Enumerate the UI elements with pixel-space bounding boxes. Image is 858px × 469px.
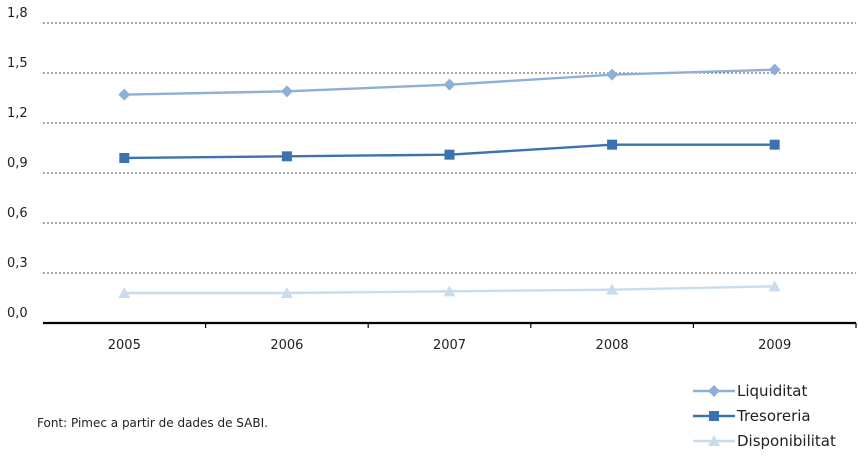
- legend-label: Tresoreria: [737, 407, 811, 425]
- data-point-liquiditat: [443, 78, 456, 91]
- y-tick-label: 0,9: [7, 156, 28, 171]
- grid-lines: [43, 22, 856, 274]
- series-lines: [118, 63, 781, 298]
- legend-label: Disponibilitat: [737, 432, 836, 450]
- y-tick-label: 0,6: [7, 206, 28, 221]
- data-point-tresoreria: [607, 139, 618, 150]
- legend-swatch-disponibilitat: [693, 435, 735, 446]
- legend-item-disponibilitat: Disponibilitat: [693, 430, 836, 452]
- y-tick-label: 1,2: [7, 106, 28, 121]
- data-point-liquiditat: [280, 85, 293, 98]
- data-point-disponibilitat: [118, 287, 131, 298]
- legend-swatch-tresoreria: [693, 411, 735, 421]
- data-point-liquiditat: [768, 63, 781, 76]
- data-point-tresoreria: [769, 139, 780, 150]
- x-axis-ticks: 2005 2006 2007 2008 2009: [108, 338, 791, 353]
- x-tick-label: 2005: [108, 338, 141, 353]
- legend-swatch-liquiditat: [693, 385, 735, 397]
- x-tick-label: 2008: [596, 338, 629, 353]
- data-point-liquiditat: [118, 88, 131, 101]
- series-disponibilitat: [118, 280, 781, 298]
- x-axis: [43, 321, 857, 328]
- series-liquiditat: [118, 63, 781, 101]
- data-point-tresoreria: [281, 151, 292, 162]
- y-tick-label: 0,0: [7, 306, 28, 321]
- data-point-tresoreria: [444, 149, 455, 160]
- legend-marker: [708, 385, 720, 397]
- legend: Liquiditat Tresoreria Disponibilitat: [693, 380, 836, 455]
- legend-item-tresoreria: Tresoreria: [693, 405, 836, 427]
- legend-item-liquiditat: Liquiditat: [693, 380, 836, 402]
- data-point-disponibilitat: [606, 283, 619, 295]
- x-tick-label: 2006: [270, 338, 303, 353]
- x-tick-label: 2009: [758, 338, 791, 353]
- series-tresoreria: [119, 139, 780, 163]
- data-point-disponibilitat: [768, 280, 781, 292]
- source-note: Font: Pimec a partir de dades de SABI.: [37, 416, 268, 430]
- y-tick-label: 1,8: [7, 6, 28, 21]
- data-point-liquiditat: [606, 68, 619, 81]
- legend-label: Liquiditat: [737, 382, 808, 400]
- y-axis-ticks: 0,0 0,3 0,6 0,9 1,2 1,5 1,8: [7, 6, 28, 321]
- data-point-disponibilitat: [443, 285, 456, 297]
- legend-marker: [709, 411, 719, 421]
- legend-marker: [708, 435, 720, 446]
- y-tick-label: 1,5: [7, 56, 28, 71]
- y-tick-label: 0,3: [7, 256, 28, 271]
- data-point-disponibilitat: [280, 287, 293, 298]
- x-tick-label: 2007: [433, 338, 466, 353]
- data-point-tresoreria: [119, 153, 130, 163]
